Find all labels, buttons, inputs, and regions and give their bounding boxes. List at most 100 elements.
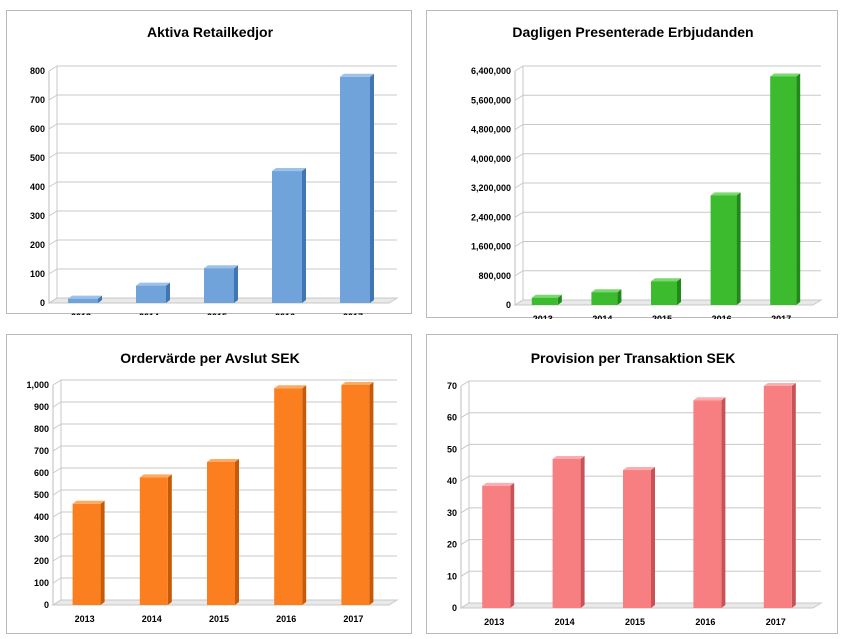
chart-provision-per-transaktion: Provision per Transaktion SEK 0 10 20 30 40 5…	[447, 350, 823, 627]
x-tick-label: 2013	[75, 614, 95, 624]
y-tick-label: 6,400,000	[471, 66, 511, 76]
x-tick-label: 2013	[533, 314, 553, 319]
bar-side-2013	[557, 294, 562, 305]
x-tick-label: 2014	[139, 312, 159, 315]
bar-side-2013	[100, 500, 105, 605]
gridline-connector	[514, 211, 524, 218]
bar-top-2013	[531, 294, 562, 298]
gridline-connector	[52, 489, 62, 496]
chart-panel-dagligen-presenterade-erbjudanden: Dagligen Presenterade Erbjudanden 0 800,0…	[426, 10, 838, 319]
x-tick-label: 2014	[555, 617, 575, 627]
y-tick-label: 500	[30, 153, 45, 163]
y-tick-label: 600	[34, 468, 49, 478]
gridline-connector	[460, 380, 470, 387]
x-tick-label: 2014	[142, 614, 162, 624]
gridline-connector	[52, 577, 62, 584]
bar-2014	[591, 292, 618, 305]
gridline-connector	[460, 539, 470, 545]
bar-top-2014	[552, 455, 585, 459]
bar-top-2014	[136, 282, 170, 286]
y-tick-label: 0	[452, 603, 457, 613]
y-tick-label: 200	[30, 240, 45, 250]
bar-top-2014	[139, 474, 172, 478]
x-tick-label: 2016	[695, 617, 715, 627]
x-tick-label: 2016	[275, 312, 295, 315]
y-tick-label: 900	[34, 402, 49, 412]
bar-2013	[531, 297, 558, 305]
bar-top-2017	[770, 73, 801, 77]
gridline-connector	[514, 270, 524, 277]
plot-area: 0 100 200 300 400 500 600 700 800 2013 2014 2015 201…	[30, 65, 399, 315]
gridline-connector	[48, 239, 58, 246]
bar-2017	[340, 76, 370, 303]
y-tick-label: 800,000	[478, 271, 511, 281]
chart-ordervarde-per-avslut: Ordervärde per Avslut SEK 0 100 200 300 400 5…	[26, 350, 399, 624]
y-tick-label: 200	[34, 556, 49, 566]
bar-side-2016	[302, 385, 307, 605]
gridline-connector	[52, 379, 62, 386]
y-tick-label: 10	[447, 571, 457, 581]
bar-top-2013	[68, 295, 102, 299]
x-tick-label: 2016	[276, 614, 296, 624]
gridline-connector	[52, 555, 62, 562]
gridline-connector	[52, 511, 62, 518]
chart-panel-aktiva-retailkedjor: Aktiva Retailkedjor 0 100 200 300 400 500 600 7…	[6, 10, 412, 315]
y-tick-label: 800	[30, 66, 45, 76]
bar-2013	[72, 503, 101, 605]
plot-area: 0 10 20 30 40 50 60 70 2013 2014 2015 2016 2017	[447, 380, 823, 627]
y-tick-label: 1,000	[26, 380, 49, 390]
y-tick-label: 300	[34, 534, 49, 544]
bar-2014	[136, 285, 166, 303]
gridline-connector	[460, 475, 470, 482]
y-tick-label: 100	[30, 269, 45, 279]
gridline-connector	[52, 401, 62, 408]
gridline-connector	[48, 94, 58, 101]
bar-side-2016	[721, 397, 726, 608]
bar-2015	[207, 462, 235, 605]
y-tick-label: 5,600,000	[471, 95, 511, 105]
y-tick-label: 60	[447, 413, 457, 423]
gridline-connector	[48, 268, 58, 275]
bar-top-2017	[763, 383, 796, 386]
gridline-connector	[48, 123, 58, 130]
bar-2016	[274, 388, 303, 605]
bar-top-2014	[591, 289, 622, 293]
bar-top-2015	[204, 265, 238, 269]
bar-side-2014	[167, 474, 172, 605]
chart-title: Ordervärde per Avslut SEK	[120, 350, 299, 366]
bar-side-2013	[98, 295, 102, 303]
plot-area: 0 100 200 300 400 500 600 700 800 900 1,000 2013 201…	[26, 379, 399, 624]
bar-top-2017	[341, 382, 374, 385]
y-tick-label: 70	[447, 381, 457, 391]
y-tick-label: 100	[34, 578, 49, 588]
bar-2015	[651, 281, 677, 305]
x-tick-label: 2014	[592, 314, 612, 319]
y-tick-label: 800	[34, 424, 49, 434]
gridline-connector	[460, 412, 470, 419]
bar-2016	[272, 171, 302, 303]
bar-side-2014	[617, 289, 622, 305]
bar-side-2014	[166, 282, 170, 303]
y-tick-label: 400	[34, 512, 49, 522]
y-tick-label: 1,600,000	[471, 242, 511, 252]
chart-dagligen-presenterade-erbjudanden: Dagligen Presenterade Erbjudanden 0 800,0…	[471, 24, 823, 319]
bar-side-2017	[796, 73, 801, 305]
chart-title: Dagligen Presenterade Erbjudanden	[512, 24, 753, 40]
y-tick-label: 600	[30, 124, 45, 134]
x-tick-label: 2016	[712, 314, 732, 319]
plot-area: 0 800,000 1,600,000 2,400,000 3,200,000 4,000…	[471, 65, 823, 319]
y-tick-label: 300	[30, 211, 45, 221]
bar-2014	[139, 477, 168, 605]
gridline-connector	[460, 570, 470, 577]
bar-top-2015	[623, 467, 655, 471]
bar-2016	[693, 400, 722, 608]
gridline-connector	[460, 444, 470, 450]
x-tick-label: 2017	[343, 312, 363, 315]
chart-panel-ordervarde-per-avslut: Ordervärde per Avslut SEK 0 100 200 300 400 5…	[6, 334, 412, 634]
bar-side-2015	[235, 459, 239, 605]
bar-side-2017	[791, 383, 796, 608]
bar-top-2017	[340, 73, 374, 77]
y-tick-label: 0	[506, 300, 511, 310]
x-tick-label: 2017	[343, 614, 363, 624]
y-tick-label: 4,000,000	[471, 154, 511, 164]
